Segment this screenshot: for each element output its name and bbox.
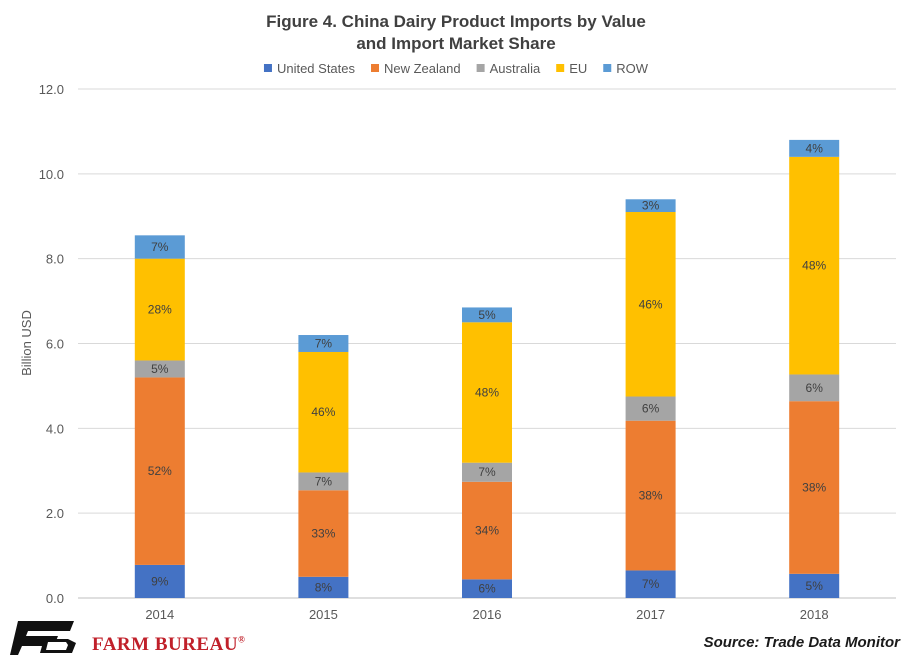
- x-tick-label: 2014: [145, 607, 174, 622]
- y-tick-label: 8.0: [46, 252, 64, 267]
- data-label: 38%: [639, 489, 663, 503]
- data-label: 6%: [478, 582, 496, 596]
- y-axis-label: Billion USD: [19, 310, 34, 376]
- bar-segment: [298, 472, 349, 491]
- data-label: 9%: [151, 574, 169, 588]
- data-labels: 9% 52% 5% 28% 7% 8% 33% 7% 46% 7% 6% 34% 7% 48% 5% 7% 38…: [148, 141, 827, 595]
- chart-title-line-1: Figure 4. China Dairy Product Imports by…: [266, 12, 646, 31]
- legend-swatch: [603, 64, 612, 72]
- data-label: 6%: [806, 381, 824, 395]
- registered-mark: ®: [238, 634, 246, 645]
- bar-segment: [134, 258, 185, 361]
- bar-segment: [789, 573, 840, 598]
- source-note: Source: Trade Data Monitor: [703, 634, 900, 651]
- bar-segment: [298, 351, 349, 473]
- data-label: 38%: [802, 481, 826, 495]
- data-label: 7%: [478, 465, 496, 479]
- data-label: 4%: [806, 141, 824, 155]
- legend-swatch: [371, 64, 380, 72]
- data-label: 48%: [475, 385, 499, 399]
- legend-label: EU: [569, 61, 587, 76]
- bar-segment: [625, 396, 676, 421]
- data-label: 6%: [642, 402, 660, 416]
- y-tick-label: 12.0: [39, 82, 64, 97]
- legend-label: United States: [277, 61, 356, 76]
- data-label: 5%: [478, 308, 496, 322]
- bar-segment: [462, 579, 512, 598]
- data-label: 3%: [642, 199, 660, 213]
- x-tick-label: 2017: [636, 607, 665, 622]
- data-label: 7%: [315, 474, 333, 488]
- data-label: 34%: [475, 524, 499, 538]
- data-label: 8%: [315, 580, 333, 594]
- bar-segment: [789, 156, 840, 375]
- legend-swatch: [263, 64, 272, 72]
- bar-segment: [134, 235, 185, 259]
- bar-segment: [134, 564, 185, 598]
- y-tick-label: 10.0: [39, 167, 64, 182]
- y-tick-label: 6.0: [46, 337, 64, 352]
- bar-segment: [298, 576, 349, 598]
- bar-segment: [625, 212, 676, 397]
- bar-segment: [462, 322, 512, 463]
- data-label: 28%: [148, 303, 172, 317]
- y-tick-label: 0.0: [46, 591, 64, 606]
- farm-bureau-logo-icon: [10, 621, 76, 655]
- data-label: 46%: [311, 405, 335, 419]
- data-label: 5%: [151, 362, 169, 376]
- bar-segment: [134, 377, 185, 565]
- x-tick-label: 2016: [473, 607, 502, 622]
- data-label: 7%: [642, 577, 660, 591]
- legend: United States New Zealand Australia EU ROW: [263, 61, 649, 76]
- x-tick-label: 2018: [800, 607, 829, 622]
- data-label: 33%: [311, 527, 335, 541]
- data-label: 5%: [806, 579, 824, 593]
- data-label: 52%: [148, 464, 172, 478]
- bar-segment: [625, 199, 676, 213]
- legend-label: ROW: [616, 61, 649, 76]
- bar-segment: [134, 360, 185, 378]
- bars: [134, 139, 840, 598]
- brand-name: FARM BUREAU: [92, 634, 239, 655]
- data-label: 46%: [639, 297, 663, 311]
- bar-segment: [625, 570, 676, 598]
- data-label: 48%: [802, 259, 826, 273]
- bar-segment: [789, 401, 840, 574]
- data-label: 7%: [151, 240, 169, 254]
- chart-title-line-2: and Import Market Share: [356, 34, 555, 53]
- bar-segment: [789, 374, 840, 402]
- legend-swatch: [476, 64, 485, 72]
- farm-bureau-brand: FARM BUREAU®: [92, 634, 245, 656]
- bar-segment: [298, 335, 349, 352]
- bar-segment: [462, 307, 512, 323]
- bar-segment: [298, 490, 349, 577]
- axes: 2014 2015 2016 2017 2018: [145, 607, 828, 622]
- y-tick-label: 4.0: [46, 421, 64, 436]
- legend-label: New Zealand: [384, 61, 461, 76]
- bar-segment: [625, 420, 676, 571]
- legend-swatch: [556, 64, 565, 72]
- bar-segment: [462, 481, 512, 580]
- bar-segment: [789, 139, 840, 157]
- data-label: 7%: [315, 337, 333, 351]
- x-tick-label: 2015: [309, 607, 338, 622]
- bar-segment: [462, 462, 512, 482]
- legend-label: Australia: [490, 61, 541, 76]
- y-tick-label: 2.0: [46, 506, 64, 521]
